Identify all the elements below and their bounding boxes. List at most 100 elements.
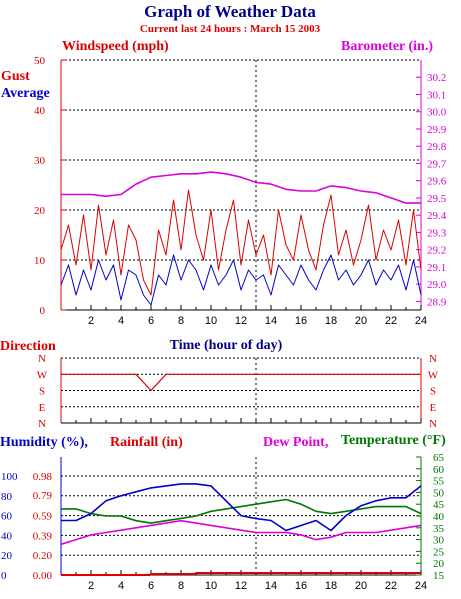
dewpoint-series-line — [60, 519, 422, 546]
windspeed-tick-label: 30 — [34, 155, 46, 167]
barometer-tick-label: 29.0 — [427, 279, 447, 291]
humidity-axis-label: Humidity (%), — [0, 435, 88, 450]
windspeed-tick-label: 0 — [40, 305, 46, 317]
direction-right-tick-label: N — [429, 353, 437, 365]
barometer-series-line — [61, 171, 421, 204]
barometer-tick-label: 28.9 — [427, 296, 447, 308]
temperature-tick-label: 35 — [433, 523, 445, 535]
direction-right-tick-label: W — [428, 369, 439, 381]
rainfall-tick-label: 0.00 — [33, 570, 53, 582]
chart-title: Graph of Weather Data — [144, 2, 316, 21]
windspeed-axis-label: Windspeed (mph) — [62, 39, 169, 54]
humidity-tick-label: 100 — [1, 471, 18, 483]
windspeed-tick-label: 50 — [34, 55, 46, 67]
temperature-tick-label: 65 — [433, 452, 445, 464]
barometer-tick-label: 30.0 — [427, 107, 447, 119]
gust-legend-label: Gust — [1, 69, 30, 84]
humidity-tick-label: 80 — [1, 491, 13, 503]
temperature-tick-label: 30 — [433, 535, 445, 547]
wind-barometer-panel: 0 10 20 30 40 50 28.9 29.0 29.1 29.2 29.3 29.4 29.5 2… — [34, 55, 447, 327]
barometer-tick-label: 29.8 — [427, 141, 447, 153]
rainfall-tick-label: 0.39 — [33, 531, 53, 543]
x-tick-label: 24 — [415, 580, 427, 592]
average-series-line — [60, 254, 422, 306]
humidity-rain-temperature-panel: 0204060801000.000.200.390.590.790.981520… — [1, 452, 445, 592]
barometer-tick-label: 30.1 — [427, 89, 446, 101]
rainfall-tick-label: 0.98 — [33, 471, 53, 483]
x-tick-label: 4 — [118, 315, 124, 327]
direction-left-tick-label: N — [38, 353, 46, 365]
temperature-tick-label: 40 — [433, 511, 445, 523]
x-tick-label: 10 — [205, 580, 217, 592]
time-axis-label: Time (hour of day) — [170, 338, 283, 353]
barometer-tick-label: 30.2 — [427, 72, 446, 84]
x-tick-label: 2 — [88, 315, 94, 327]
temperature-tick-label: 50 — [433, 487, 445, 499]
x-tick-label: 8 — [178, 315, 184, 327]
x-tick-label: 16 — [295, 580, 307, 592]
windspeed-tick-label: 10 — [34, 255, 46, 267]
chart-subtitle: Current last 24 hours : March 15 2003 — [140, 23, 321, 35]
windspeed-tick-label: 40 — [34, 105, 46, 117]
x-tick-label: 12 — [235, 315, 247, 327]
gust-series-line — [60, 189, 422, 296]
direction-left-tick-label: S — [39, 386, 45, 398]
windspeed-tick-label: 20 — [34, 205, 46, 217]
barometer-tick-label: 29.9 — [427, 124, 447, 136]
rainfall-tick-label: 0.79 — [33, 490, 53, 502]
x-tick-label: 4 — [118, 580, 124, 592]
direction-left-tick-label: W — [37, 369, 48, 381]
x-tick-label: 22 — [385, 580, 397, 592]
humidity-series-line — [61, 483, 422, 532]
temperature-tick-label: 20 — [433, 558, 445, 570]
barometer-tick-label: 29.5 — [427, 193, 447, 205]
direction-right-tick-label: N — [429, 418, 437, 430]
barometer-tick-label: 29.6 — [427, 176, 447, 188]
rainfall-tick-label: 0.20 — [33, 550, 53, 562]
x-tick-label: 18 — [325, 315, 337, 327]
x-tick-label: 8 — [178, 580, 184, 592]
x-tick-label: 14 — [265, 580, 277, 592]
x-tick-label: 2 — [88, 580, 94, 592]
temperature-tick-label: 55 — [433, 476, 445, 488]
barometer-tick-label: 29.1 — [427, 262, 446, 274]
temperature-axis-label: Temperature (°F) — [341, 433, 446, 448]
temperature-tick-label: 60 — [433, 464, 445, 476]
average-legend-label: Average — [1, 86, 50, 101]
direction-right-tick-label: E — [430, 402, 437, 414]
direction-left-tick-label: N — [38, 418, 46, 430]
direction-panel: N NW WS SE EN N — [37, 353, 439, 430]
rainfall-axis-label: Rainfall (in) — [110, 435, 183, 450]
x-tick-label: 10 — [205, 315, 217, 327]
direction-series-line — [61, 373, 421, 392]
x-tick-label: 16 — [295, 315, 307, 327]
direction-right-tick-label: S — [430, 386, 436, 398]
temperature-tick-label: 15 — [433, 570, 445, 582]
x-tick-label: 12 — [235, 580, 247, 592]
rainfall-series-line — [61, 572, 421, 576]
barometer-tick-label: 29.4 — [427, 210, 447, 222]
barometer-tick-label: 29.3 — [427, 227, 447, 239]
direction-left-tick-label: E — [39, 402, 46, 414]
humidity-tick-label: 40 — [1, 530, 13, 542]
temperature-tick-label: 25 — [433, 546, 445, 558]
x-tick-label: 24 — [415, 315, 427, 327]
x-tick-label: 18 — [325, 580, 337, 592]
barometer-tick-label: 29.2 — [427, 245, 446, 257]
dewpoint-axis-label: Dew Point, — [263, 435, 328, 450]
x-tick-label: 6 — [148, 315, 154, 327]
barometer-axis-label: Barometer (in.) — [341, 39, 433, 54]
temperature-tick-label: 45 — [433, 499, 445, 511]
x-tick-label: 14 — [265, 315, 277, 327]
temperature-series-line — [61, 498, 422, 524]
x-tick-label: 22 — [385, 315, 397, 327]
direction-axis-label: Direction — [0, 339, 56, 354]
x-tick-label: 6 — [148, 580, 154, 592]
humidity-tick-label: 60 — [1, 511, 13, 523]
humidity-tick-label: 20 — [1, 550, 13, 562]
humidity-tick-label: 0 — [1, 570, 7, 582]
barometer-tick-label: 29.7 — [427, 158, 447, 170]
rainfall-tick-label: 0.59 — [33, 510, 53, 522]
x-tick-label: 20 — [355, 580, 367, 592]
